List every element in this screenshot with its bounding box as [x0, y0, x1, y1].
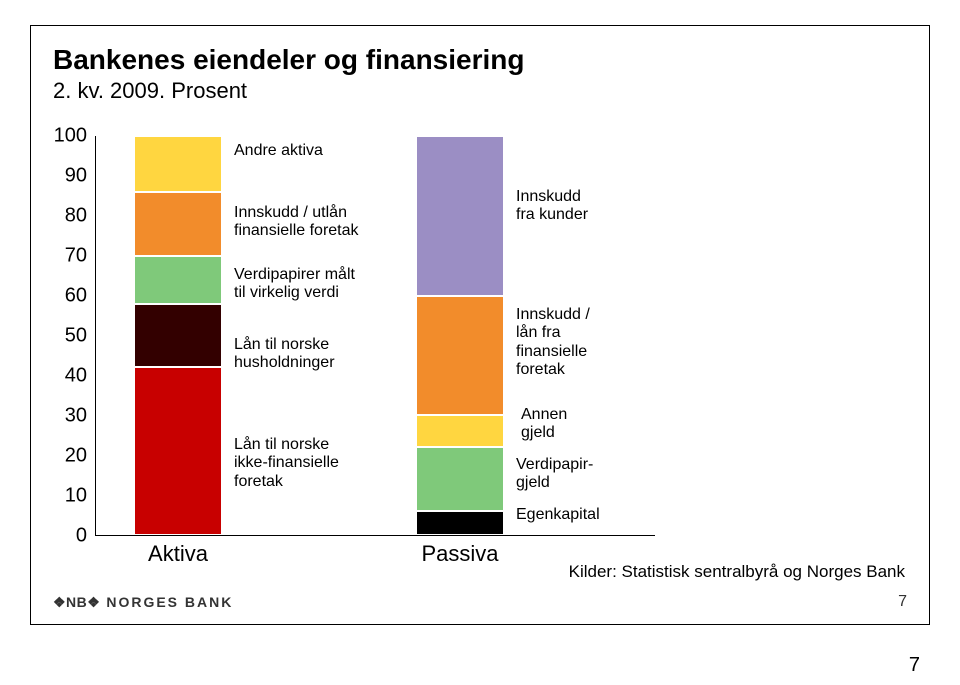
segment-laan_hush	[134, 304, 222, 368]
label-laan-ikke-fin: Lån til norske ikke-finansielle foretak	[234, 436, 339, 491]
label-laan-hush: Lån til norske husholdninger	[234, 336, 335, 373]
segment-verdipapirgjeld	[416, 447, 504, 511]
y-tick: 30	[65, 405, 87, 428]
outer-page-number: 7	[909, 654, 920, 677]
label-verdipapirgjeld: Verdipapir- gjeld	[516, 456, 593, 493]
chart-subtitle: 2. kv. 2009. Prosent	[31, 76, 929, 104]
label-egenkapital: Egenkapital	[516, 506, 600, 524]
column-passiva: Passiva	[416, 136, 504, 535]
column-label-passiva: Passiva	[421, 541, 498, 567]
chart-area: 0102030405060708090100 Aktiva Passiva An…	[53, 136, 693, 536]
column-aktiva: Aktiva	[134, 136, 222, 535]
slide-frame: Bankenes eiendeler og finansiering 2. kv…	[30, 25, 930, 625]
y-tick: 10	[65, 485, 87, 508]
segment-innskudd_laan_fin	[416, 296, 504, 416]
footer-bar: ❖NB❖ NORGES BANK 7	[53, 590, 907, 614]
segment-annen_gjeld	[416, 415, 504, 447]
segment-innskudd_kunder	[416, 136, 504, 296]
segment-andre_aktiva	[134, 136, 222, 192]
label-innskudd-kunder: Innskudd fra kunder	[516, 188, 588, 225]
chart-title: Bankenes eiendeler og finansiering	[31, 26, 929, 76]
y-tick: 80	[65, 205, 87, 228]
label-annen-gjeld: Annen gjeld	[521, 406, 567, 443]
y-tick: 90	[65, 165, 87, 188]
label-innskudd-laan-fin: Innskudd / lån fra finansielle foretak	[516, 306, 590, 380]
y-tick: 100	[54, 125, 87, 148]
y-tick: 0	[76, 525, 87, 548]
segment-verdipapirer	[134, 256, 222, 304]
y-tick: 60	[65, 285, 87, 308]
logo-text: NORGES BANK	[106, 594, 233, 610]
segment-innskudd_utlaan_fin	[134, 192, 222, 256]
norges-bank-logo: ❖NB❖ NORGES BANK	[53, 594, 233, 611]
label-andre-aktiva: Andre aktiva	[234, 142, 323, 160]
column-label-aktiva: Aktiva	[148, 541, 208, 567]
label-innskudd-utlaan-fin: Innskudd / utlån finansielle foretak	[234, 204, 359, 241]
label-verdipapirer: Verdipapirer målt til virkelig verdi	[234, 266, 355, 303]
y-tick: 50	[65, 325, 87, 348]
segment-laan_ikke_fin	[134, 367, 222, 535]
y-tick: 40	[65, 365, 87, 388]
source-text: Kilder: Statistisk sentralbyrå og Norges…	[569, 562, 905, 582]
slide-number: 7	[898, 593, 907, 611]
segment-egenkapital	[416, 511, 504, 535]
y-tick: 20	[65, 445, 87, 468]
plot-area: Aktiva Passiva Andre aktiva Innskudd / u…	[95, 136, 655, 536]
y-axis: 0102030405060708090100	[53, 136, 95, 536]
logo-mark: ❖NB❖	[53, 594, 100, 611]
y-tick: 70	[65, 245, 87, 268]
